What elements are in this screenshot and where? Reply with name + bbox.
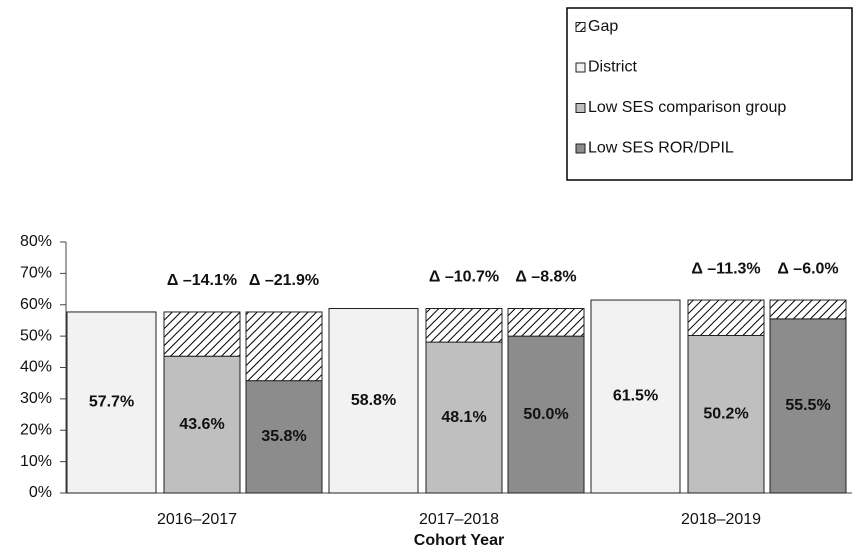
y-tick-label: 60% [20,296,52,313]
y-tick-label: 30% [20,390,52,407]
legend-box [566,7,853,181]
y-tick-label: 20% [20,421,52,438]
gap-label: Δ –6.0% [777,260,838,277]
data-label: 57.7% [89,394,134,411]
x-axis-label: Cohort Year [414,532,504,549]
y-tick-label: 80% [20,233,52,250]
data-label: 48.1% [441,409,486,426]
bar [590,299,681,494]
gap-label: Δ –21.9% [249,272,319,289]
bar [769,318,847,494]
data-label: 58.8% [351,392,396,409]
gap-label: Δ –11.3% [691,260,760,277]
legend-label: Gap [588,18,618,35]
data-label: 50.2% [703,405,748,422]
legend-label: District [588,59,637,76]
y-tick-label: 0% [29,484,52,501]
gap-segment [769,299,847,320]
gap-label: Δ –14.1% [167,272,237,289]
gap-label: Δ –8.8% [515,269,576,286]
bar [163,355,241,494]
data-label: 50.0% [523,406,568,423]
x-tick-label: 2018–2019 [681,511,761,528]
data-label: 35.8% [261,428,306,445]
x-tick-label: 2017–2018 [419,511,499,528]
bar [687,334,765,494]
legend-label: Low SES comparison group [588,99,786,116]
gap-segment [163,311,241,357]
gap-segment [507,308,585,337]
legend-swatch [575,103,586,113]
legend-swatch [575,22,586,32]
y-tick-label: 70% [20,265,52,282]
data-label: 55.5% [785,397,830,414]
legend-swatch [575,62,586,73]
gap-label: Δ –10.7% [429,269,499,286]
gap-segment [245,311,323,382]
y-tick-label: 40% [20,359,52,376]
x-tick-label: 2016–2017 [157,511,237,528]
bar [328,308,419,494]
gap-segment [687,299,765,336]
gap-segment [425,308,503,343]
data-label: 43.6% [179,416,224,433]
bar [507,335,585,494]
y-tick-label: 10% [20,453,52,470]
bar [245,380,323,494]
legend-swatch [575,143,586,154]
legend-label: Low SES ROR/DPIL [588,140,734,157]
data-label: 61.5% [613,388,658,405]
y-tick-label: 50% [20,327,52,344]
bar [66,311,157,494]
